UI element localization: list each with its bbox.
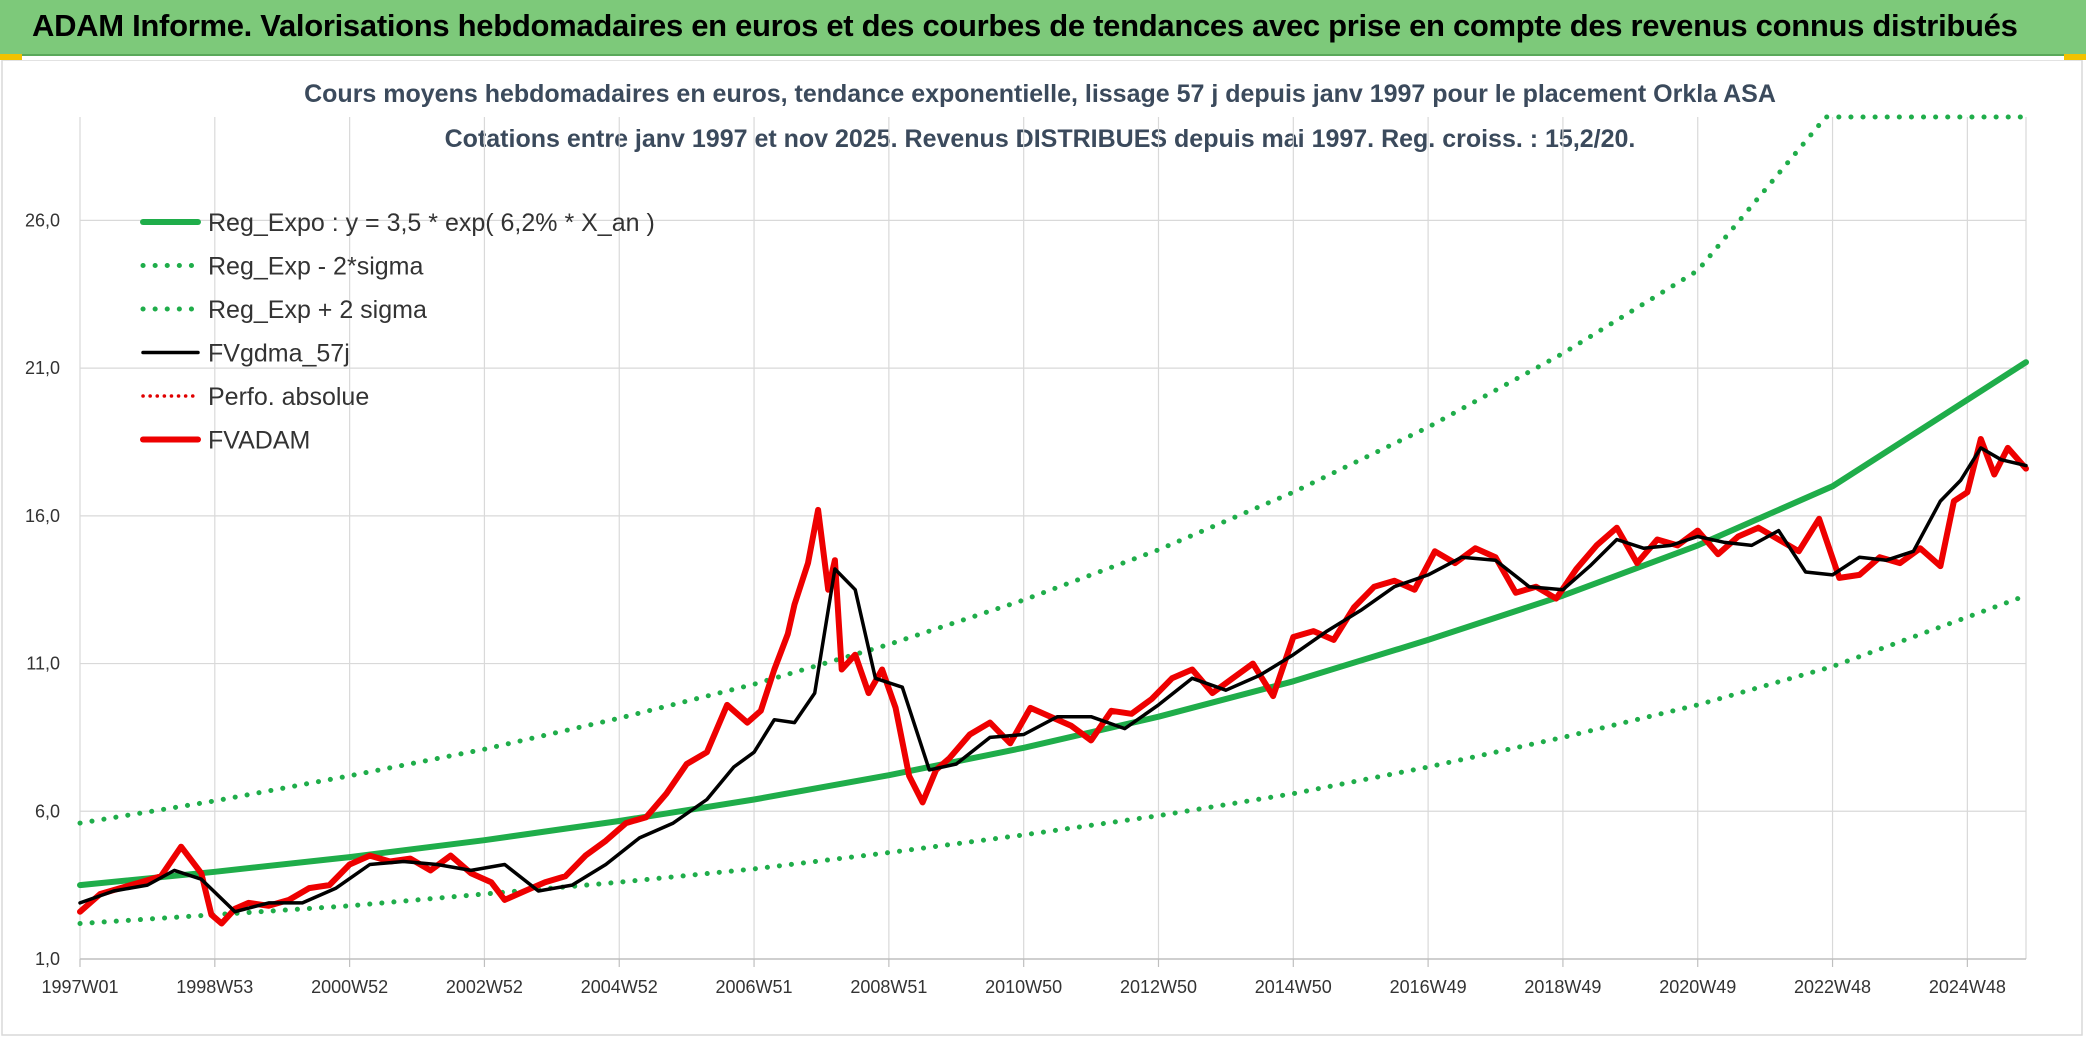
series-line-2	[77, 114, 2029, 826]
chart-svg: Cours moyens hebdomadaires en euros, ten…	[1, 60, 2083, 1036]
series-line-0	[77, 359, 2029, 889]
legend-label-0: Reg_Expo : y = 3,5 * exp( 6,2% * X_an )	[208, 209, 655, 237]
header-title: ADAM Informe. Valorisations hebdomadaire…	[32, 8, 2018, 43]
x-tick-label: 1998W53	[176, 977, 253, 997]
grid-lines	[79, 117, 2027, 959]
x-tick-label: 2014W50	[1255, 977, 1332, 997]
y-tick-label: 1,0	[35, 949, 60, 969]
x-tick-label: 2010W50	[985, 977, 1062, 997]
x-tick-label: 2008W51	[850, 977, 927, 997]
x-tick-label: 2016W49	[1390, 977, 1467, 997]
x-tick-label: 2012W50	[1120, 977, 1197, 997]
x-tick-label: 2002W52	[446, 977, 523, 997]
x-tick-label: 2006W51	[716, 977, 793, 997]
page-header: ADAM Informe. Valorisations hebdomadaire…	[0, 0, 2086, 56]
series-line-3	[78, 446, 2028, 914]
legend: Reg_Expo : y = 3,5 * exp( 6,2% * X_an ) R…	[140, 209, 655, 455]
legend-label-4: Perfo. absolue	[208, 383, 369, 411]
y-tick-label: 6,0	[35, 801, 60, 821]
legend-label-3: FVgdma_57j	[208, 340, 350, 368]
chart-title: Cours moyens hebdomadaires en euros, ten…	[304, 80, 1776, 108]
chart-area: Cours moyens hebdomadaires en euros, ten…	[0, 60, 2086, 1037]
y-tick-label: 21,0	[25, 358, 60, 378]
legend-label-1: Reg_Exp - 2*sigma	[208, 253, 423, 281]
legend-label-5: FVADAM	[208, 427, 310, 455]
series-lines	[77, 114, 2029, 927]
series-line-1	[77, 593, 2029, 926]
axes: 1,0 6,0 11,0 16,0 21,0 26,0 1997W01 1998W53 2000…	[25, 210, 2026, 997]
y-tick-label: 11,0	[26, 654, 60, 674]
y-tick-label: 26,0	[25, 210, 60, 230]
series-line-5	[77, 436, 2029, 927]
chart-border	[1, 60, 2083, 1036]
x-tick-label: 2024W48	[1929, 977, 2006, 997]
x-tick-label: 2018W49	[1524, 977, 1601, 997]
x-tick-label: 2000W52	[311, 977, 388, 997]
left-corner-marker	[0, 54, 22, 60]
right-corner-marker	[2064, 54, 2086, 60]
x-tick-label: 2004W52	[581, 977, 658, 997]
chart-subtitle: Cotations entre janv 1997 et nov 2025. R…	[445, 125, 1636, 153]
x-tick-label: 2020W49	[1659, 977, 1736, 997]
x-tick-label: 1997W01	[41, 977, 118, 997]
y-tick-label: 16,0	[25, 506, 60, 526]
legend-label-2: Reg_Exp + 2 sigma	[208, 296, 427, 324]
x-tick-label: 2022W48	[1794, 977, 1871, 997]
